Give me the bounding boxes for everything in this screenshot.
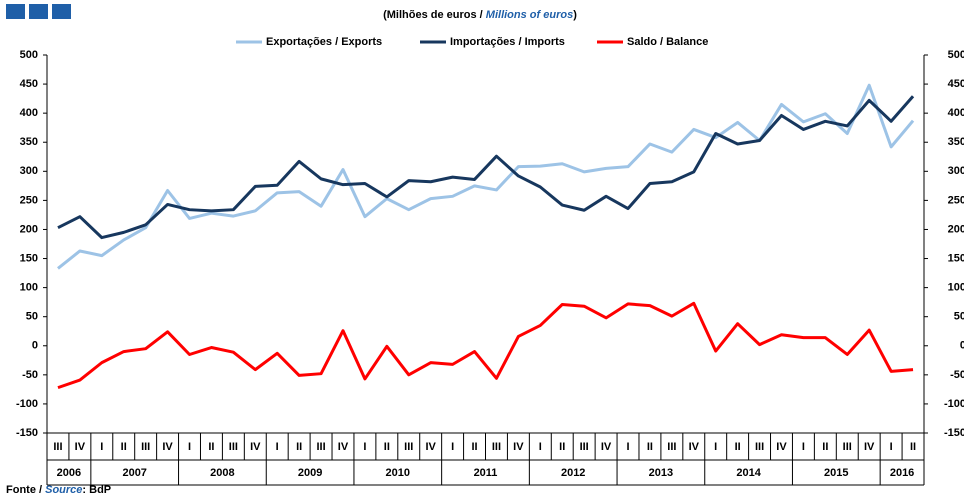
series-line [57,301,914,390]
x-tick-label: IV [776,441,787,453]
year-label: 2015 [824,467,848,479]
x-tick-label: I [714,441,717,453]
y2-tick-label: 150 [948,252,964,264]
x-tick-label: IV [513,441,524,453]
x-tick-label: II [384,441,390,453]
x-tick-label: II [735,441,741,453]
year-label: 2006 [57,467,81,479]
y-tick-label: 50 [26,311,38,323]
y-tick-label: 200 [20,223,38,235]
x-tick-label: I [100,441,103,453]
x-tick-label: II [208,441,214,453]
year-label: 2014 [736,467,761,479]
series-line [57,83,915,270]
y2-tick-label: -50 [950,369,964,381]
x-tick-label: III [580,441,589,453]
y-tick-label: -50 [22,369,38,381]
x-tick-label: I [890,441,893,453]
y2-tick-label: 500 [948,49,964,61]
subtitle: (Milhões de euros / Millions of euros) [383,9,577,21]
x-tick-label: I [276,441,279,453]
x-tick-label: IV [250,441,261,453]
y-tick-label: 250 [20,194,38,206]
x-tick-label: III [843,441,852,453]
x-tick-label: IV [338,441,349,453]
x-tick-label: IV [162,441,173,453]
source: Fonte / Source: BdP [6,484,111,496]
y2-tick-label: 0 [960,340,964,352]
x-tick-label: II [471,441,477,453]
year-label: 2009 [298,467,322,479]
year-label: 2007 [122,467,146,479]
x-tick-label: III [492,441,501,453]
y2-tick-label: 400 [948,107,964,119]
y2-tick-label: 200 [948,223,964,235]
year-label: 2012 [561,467,585,479]
legend-label: Importações / Imports [450,36,565,48]
y-tick-label: 0 [32,340,38,352]
y-tick-label: 300 [20,165,38,177]
year-label: 2010 [386,467,410,479]
legend-label: Exportações / Exports [266,36,382,48]
y-tick-label: 350 [20,136,38,148]
y2-tick-label: 450 [948,78,964,90]
y2-tick-label: 250 [948,194,964,206]
x-tick-label: IV [601,441,612,453]
x-tick-label: II [910,441,916,453]
x-tick-label: IV [864,441,875,453]
logo-block [6,4,25,19]
y2-tick-label: 50 [954,311,964,323]
x-tick-label: II [822,441,828,453]
x-tick-label: II [296,441,302,453]
x-tick-label: I [802,441,805,453]
series-line [57,95,915,240]
x-tick-label: II [121,441,127,453]
y2-tick-label: 100 [948,282,964,294]
x-tick-label: IV [689,441,700,453]
y-tick-label: 400 [20,107,38,119]
x-tick-label: III [229,441,238,453]
x-tick-label: II [559,441,565,453]
y-tick-label: 100 [20,282,38,294]
logo-block [52,4,71,19]
x-tick-label: I [539,441,542,453]
year-label: 2016 [890,467,914,479]
y2-tick-label: 300 [948,165,964,177]
x-tick-label: I [626,441,629,453]
y-tick-label: -150 [16,427,38,439]
x-tick-label: III [141,441,150,453]
x-tick-label: III [755,441,764,453]
y-tick-label: 500 [20,49,38,61]
y-tick-label: 150 [20,252,38,264]
x-tick-label: II [647,441,653,453]
legend-label: Saldo / Balance [627,36,708,48]
x-tick-label: III [667,441,676,453]
y2-tick-label: 350 [948,136,964,148]
x-tick-label: IV [425,441,436,453]
logo-block [29,4,48,19]
x-tick-label: III [316,441,325,453]
y2-tick-label: -100 [944,398,964,410]
year-label: 2011 [474,467,498,479]
x-tick-label: I [363,441,366,453]
year-label: 2008 [210,467,234,479]
y-tick-label: 450 [20,78,38,90]
year-label: 2013 [649,467,673,479]
x-tick-label: I [451,441,454,453]
x-tick-label: III [53,441,62,453]
y-tick-label: -100 [16,398,38,410]
x-tick-label: I [188,441,191,453]
x-tick-label: III [404,441,413,453]
y2-tick-label: -150 [944,427,964,439]
x-tick-label: IV [75,441,86,453]
